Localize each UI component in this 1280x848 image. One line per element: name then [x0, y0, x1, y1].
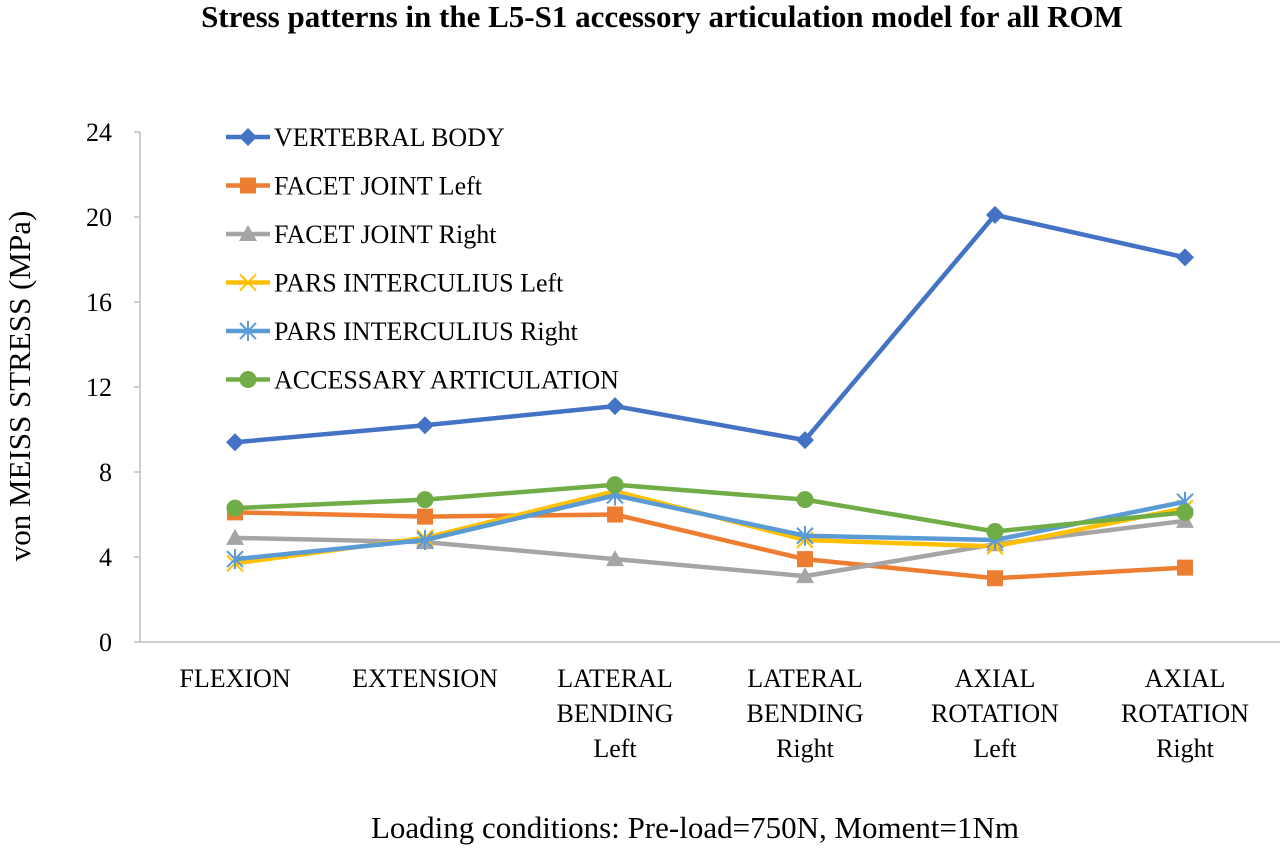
y-tick-label: 4: [99, 543, 112, 572]
data-point: [226, 499, 244, 517]
x-category-label: FLEXION: [179, 664, 290, 693]
data-point: [796, 491, 814, 509]
y-axis-title: von MEISS STRESS (MPa): [2, 211, 37, 562]
data-point: [987, 570, 1003, 587]
x-category-labels: FLEXION EXTENSION LATERAL BENDING Left LATERA…: [179, 664, 1249, 763]
legend-label: FACET JOINT Right: [274, 220, 497, 249]
x-axis-title: Loading conditions: Pre-load=750N, Momen…: [371, 810, 1019, 845]
x-category-label: Right: [776, 734, 835, 763]
data-point: [226, 549, 244, 570]
x-category-label: AXIAL: [1145, 664, 1226, 693]
data-point: [226, 433, 244, 452]
data-point: [986, 523, 1004, 540]
data-point: [240, 177, 256, 194]
data-point: [226, 528, 244, 545]
legend: VERTEBRAL BODY FACET JOINT Left FACET JOIN…: [226, 123, 619, 395]
legend-label: PARS INTERCULIUS Left: [274, 269, 564, 298]
data-point: [417, 508, 433, 525]
data-point: [796, 525, 814, 546]
data-point: [607, 506, 623, 523]
data-point: [416, 491, 434, 509]
data-point: [416, 416, 434, 435]
x-category-label: AXIAL: [955, 664, 1036, 693]
series-lines: [226, 205, 1194, 587]
data-point: [797, 551, 813, 568]
legend-item: ACCESSARY ARTICULATION: [226, 366, 619, 395]
data-point: [606, 397, 624, 416]
data-point: [1176, 503, 1194, 521]
data-point: [239, 225, 257, 241]
x-category-label: ROTATION: [1121, 699, 1249, 728]
x-category-label: Left: [593, 734, 637, 763]
y-tick-label: 24: [86, 118, 112, 147]
series-5: [226, 476, 1194, 540]
x-category-label: EXTENSION: [352, 664, 498, 693]
y-tick-label: 12: [86, 373, 112, 402]
y-tick-label: 16: [86, 288, 112, 317]
data-point: [416, 530, 434, 550]
series-line: [234, 212, 1186, 445]
y-tick-labels: 0 4 8 12 16 20 24: [86, 118, 140, 657]
data-point: [606, 550, 624, 567]
x-category-label: BENDING: [557, 699, 674, 728]
series-line: [234, 510, 1186, 581]
legend-label: VERTEBRAL BODY: [274, 123, 505, 152]
series-0: [226, 205, 1194, 452]
y-tick-label: 8: [99, 458, 112, 487]
data-point: [239, 273, 257, 292]
legend-item: FACET JOINT Left: [226, 172, 483, 201]
legend-item: PARS INTERCULIUS Left: [226, 269, 564, 298]
data-point: [796, 567, 814, 584]
legend-label: ACCESSARY ARTICULATION: [274, 366, 619, 395]
data-point: [239, 128, 257, 146]
x-category-label: Left: [973, 734, 1017, 763]
legend-item: PARS INTERCULIUS Right: [226, 317, 579, 346]
series-line: [234, 482, 1186, 534]
data-point: [606, 476, 624, 494]
y-tick-label: 20: [86, 203, 112, 232]
legend-item: FACET JOINT Right: [226, 220, 497, 249]
data-point: [239, 321, 257, 341]
legend-label: PARS INTERCULIUS Right: [274, 317, 579, 346]
legend-item: VERTEBRAL BODY: [226, 123, 505, 152]
data-point: [239, 371, 257, 388]
legend-label: FACET JOINT Left: [274, 172, 483, 201]
data-point: [796, 431, 814, 450]
x-category-label: ROTATION: [931, 699, 1059, 728]
data-point: [986, 205, 1004, 224]
x-category-label: Right: [1156, 734, 1215, 763]
data-point: [1177, 559, 1193, 576]
x-category-label: LATERAL: [557, 664, 673, 693]
x-category-label: LATERAL: [747, 664, 863, 693]
data-point: [1176, 248, 1194, 267]
x-category-label: BENDING: [747, 699, 864, 728]
series-line: [234, 493, 1186, 562]
y-tick-label: 0: [99, 628, 112, 657]
chart-title: Stress patterns in the L5-S1 accessory a…: [201, 0, 1123, 34]
